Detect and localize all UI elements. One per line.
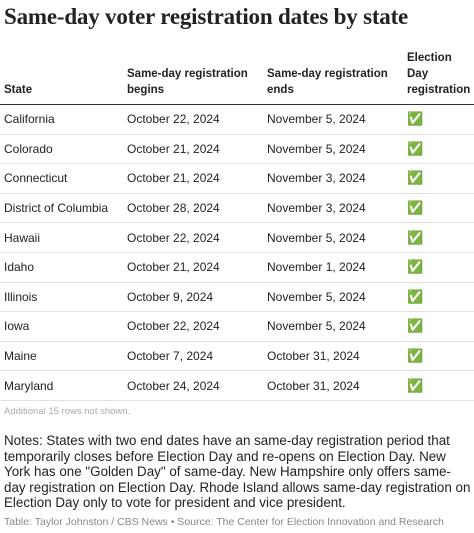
table-cell: California — [0, 104, 123, 135]
source: Table: Taylor Johnston / CBS News • Sour… — [4, 516, 444, 528]
table-row: Colorado October 21, 2024 November 5, 2024… — [0, 134, 474, 165]
table-cell: October 31, 2024 — [263, 370, 403, 401]
check-cell: ✅ — [403, 222, 474, 253]
table-cell: October 22, 2024 — [123, 104, 263, 135]
table-cell: October 7, 2024 — [123, 341, 263, 372]
table-cell: November 5, 2024 — [263, 282, 403, 313]
check-cell: ✅ — [403, 163, 474, 194]
table-cell: October 31, 2024 — [263, 341, 403, 372]
table-cell: November 5, 2024 — [263, 311, 403, 342]
table-cell: November 3, 2024 — [263, 193, 403, 224]
table-cell: October 21, 2024 — [123, 134, 263, 165]
table-row: Hawaii October 22, 2024 November 5, 2024 ✅ — [0, 222, 474, 253]
table-row: Maryland October 24, 2024 October 31, 2024… — [0, 370, 474, 401]
table-row: California October 22, 2024 November 5, 20… — [0, 104, 474, 135]
table: State Same-day registration begins Same-da… — [0, 50, 474, 401]
table-cell: Hawaii — [0, 222, 123, 253]
more-rows: Additional 15 rows not shown. — [4, 406, 131, 417]
table-cell: November 1, 2024 — [263, 252, 403, 283]
table-cell: October 24, 2024 — [123, 370, 263, 401]
table-row: Idaho October 21, 2024 November 1, 2024 ✅ — [0, 252, 474, 283]
table-cell: November 5, 2024 — [263, 134, 403, 165]
table-cell: Iowa — [0, 311, 123, 342]
check-cell: ✅ — [403, 370, 474, 401]
table-cell: District of Columbia — [0, 193, 123, 224]
table-cell: November 5, 2024 — [263, 222, 403, 253]
title: Same-day voter registration dates by sta… — [4, 4, 409, 29]
check-cell: ✅ — [403, 311, 474, 342]
table-cell: Connecticut — [0, 163, 123, 194]
column-header: State — [0, 50, 123, 105]
table-cell: October 9, 2024 — [123, 282, 263, 313]
table-cell: October 28, 2024 — [123, 193, 263, 224]
notes: Notes: States with two end dates have an… — [4, 433, 471, 511]
table-cell: Colorado — [0, 134, 123, 165]
check-cell: ✅ — [403, 134, 474, 165]
table-cell: Idaho — [0, 252, 123, 283]
table-row: Maine October 7, 2024 October 31, 2024 ✅ — [0, 341, 474, 372]
table-cell: Illinois — [0, 282, 123, 313]
check-cell: ✅ — [403, 104, 474, 135]
table-cell: November 3, 2024 — [263, 163, 403, 194]
check-cell: ✅ — [403, 252, 474, 283]
table-cell: October 21, 2024 — [123, 252, 263, 283]
check-cell: ✅ — [403, 341, 474, 372]
table-cell: October 21, 2024 — [123, 163, 263, 194]
table-cell: November 5, 2024 — [263, 104, 403, 135]
check-cell: ✅ — [403, 282, 474, 313]
table-cell: Maryland — [0, 370, 123, 401]
table-cell: October 22, 2024 — [123, 311, 263, 342]
column-header: Same-day registration begins — [123, 50, 263, 105]
table-row: Illinois October 9, 2024 November 5, 2024 ✅ — [0, 282, 474, 313]
column-header: Same-day registration ends — [263, 50, 403, 105]
table-body: California October 22, 2024 November 5, 20… — [0, 104, 474, 401]
column-header: Election Day registration — [403, 50, 474, 105]
check-cell: ✅ — [403, 193, 474, 224]
table-cell: October 22, 2024 — [123, 222, 263, 253]
table-cell: Maine — [0, 341, 123, 372]
table-row: District of Columbia October 28, 2024 Nove… — [0, 193, 474, 224]
table-row: Iowa October 22, 2024 November 5, 2024 ✅ — [0, 311, 474, 342]
header-row: State Same-day registration begins Same-da… — [0, 50, 474, 105]
table-row: Connecticut October 21, 2024 November 3, 2… — [0, 163, 474, 194]
